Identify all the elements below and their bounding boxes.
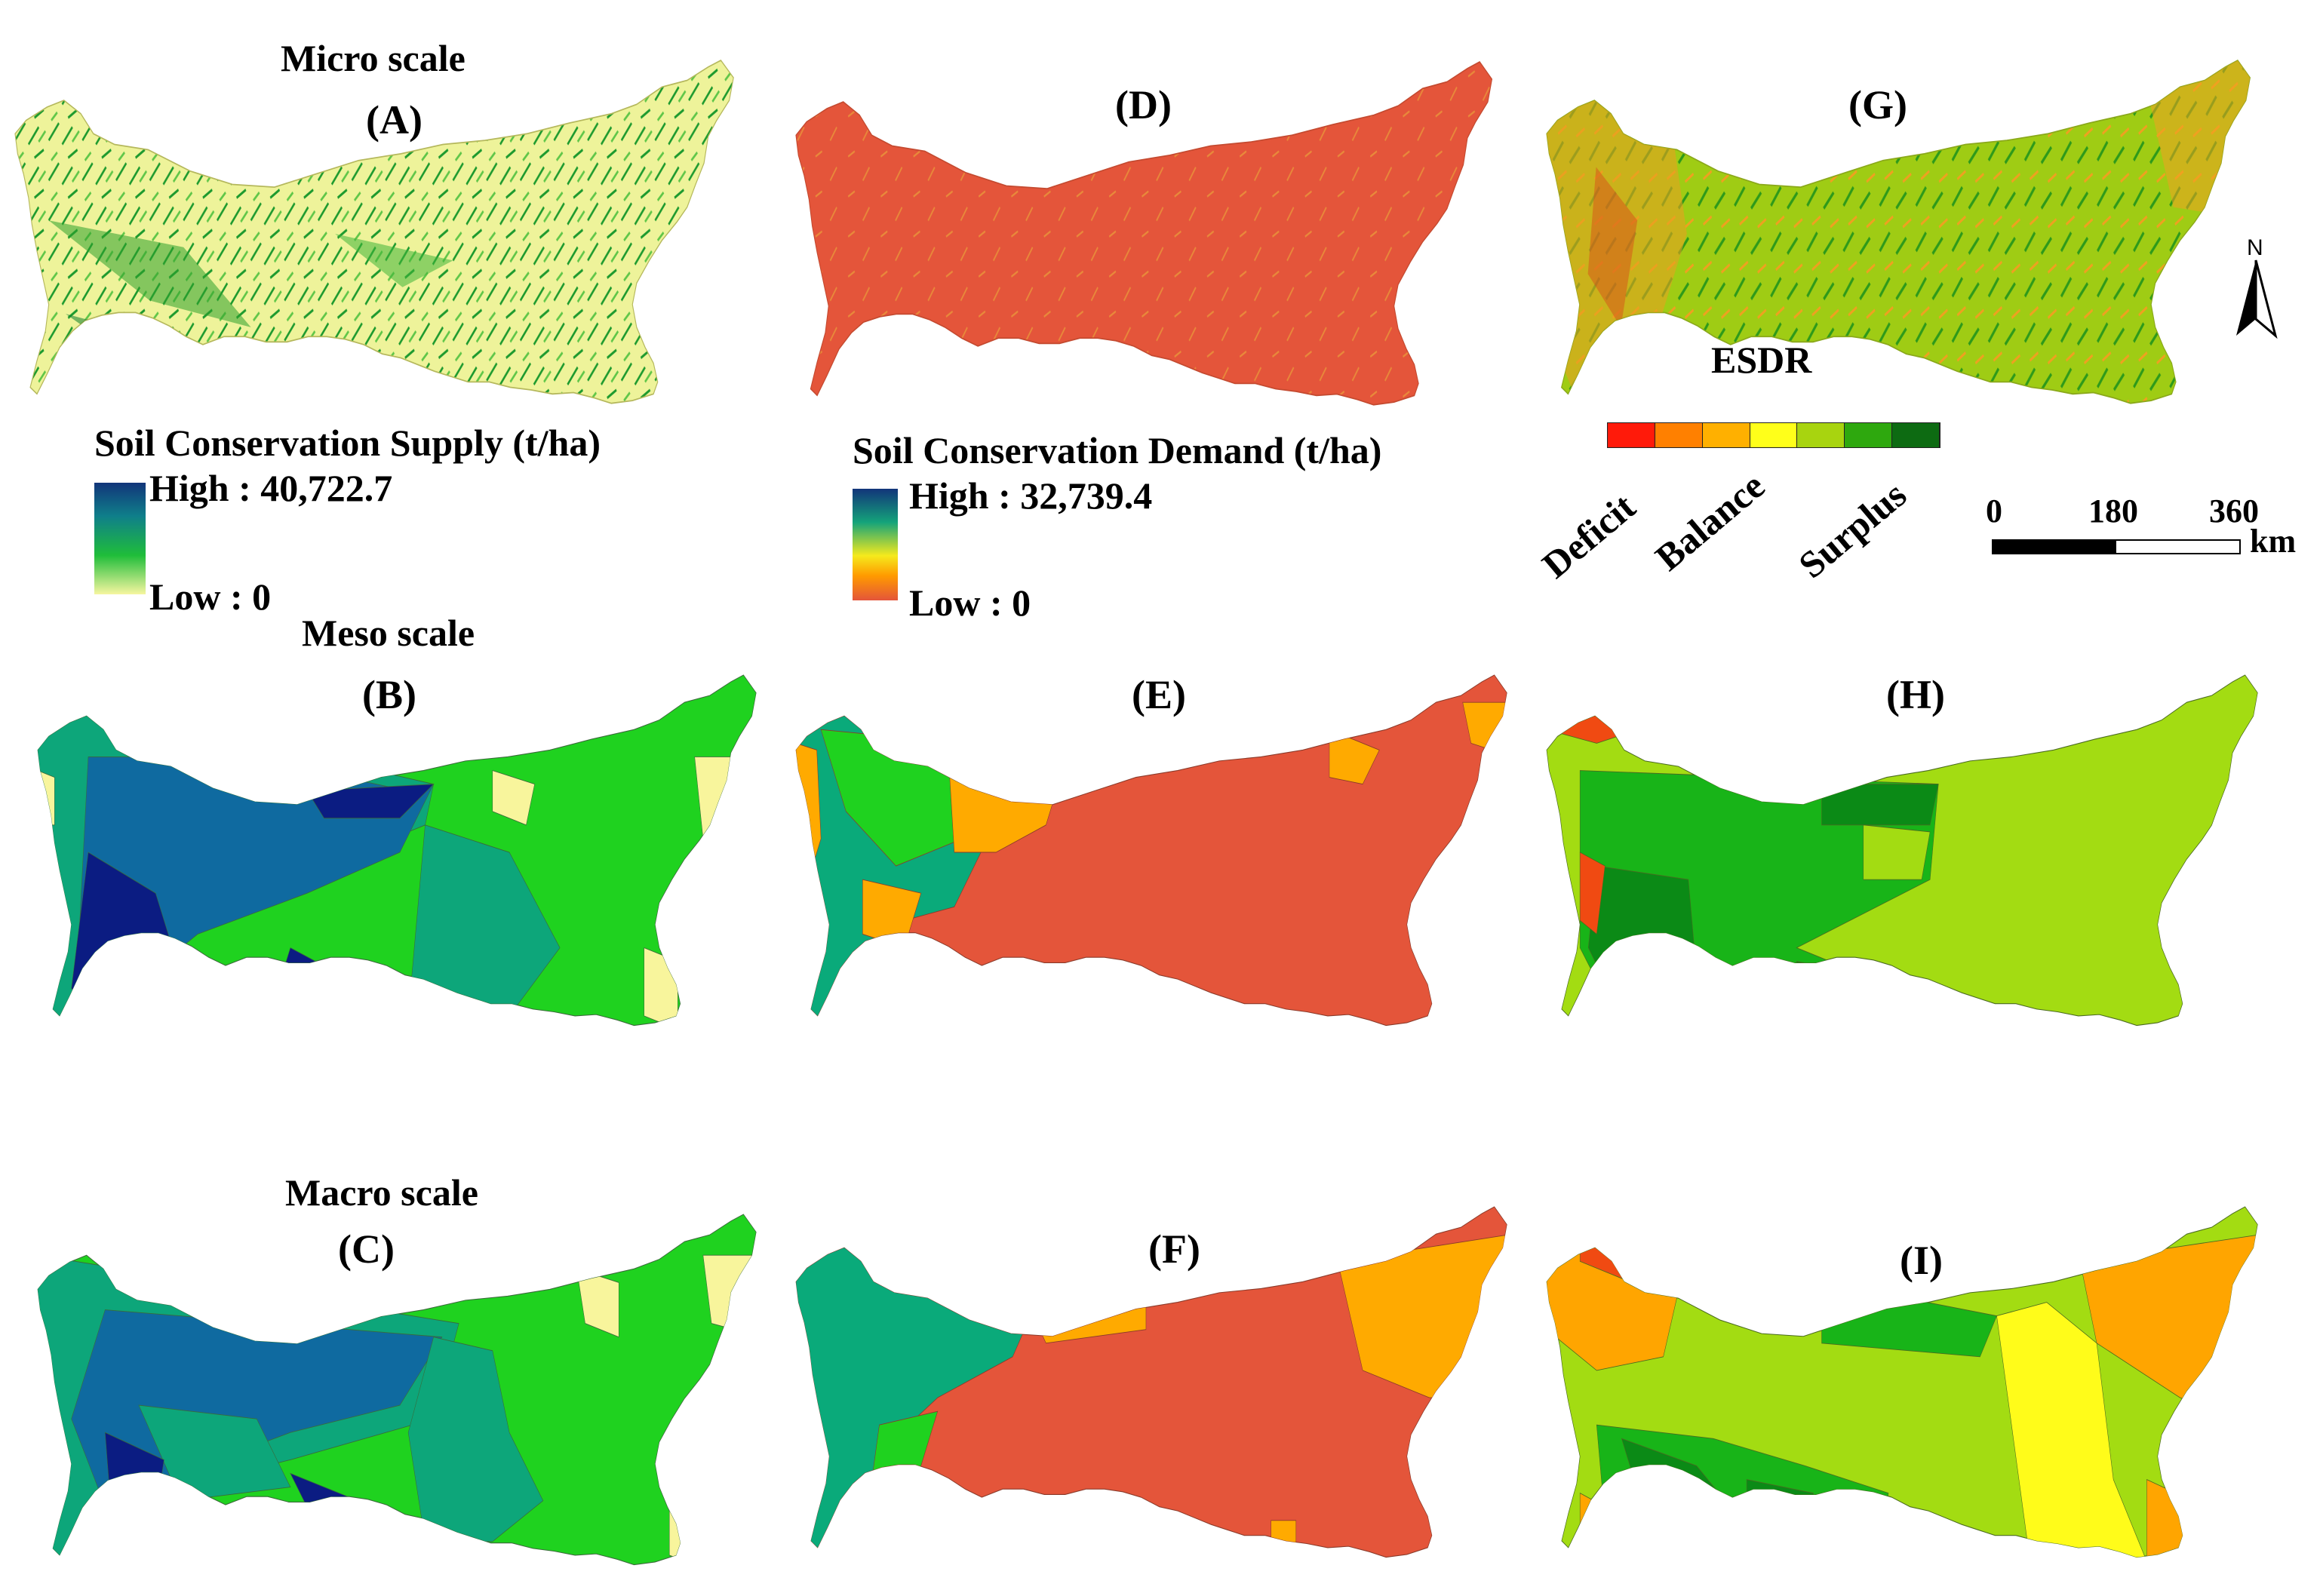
macro-scale-title: Macro scale [285,1171,478,1214]
supply-legend-high: High : 40,722.7 [149,467,393,509]
north-arrow-icon [2236,259,2278,339]
panel-label-A: (A) [366,97,423,143]
esdr-legend-title: ESDR [1711,339,1812,381]
map-esdr-macro [1546,1206,2259,1558]
esdr-balance-label: Balance [1647,464,1773,579]
esdr-class-swatch [1797,423,1845,447]
demand-legend-title: Soil Conservation Demand (t/ha) [853,429,1382,471]
esdr-class-swatch [1750,423,1798,447]
supply-legend-title: Soil Conservation Supply (t/ha) [94,422,601,464]
panel-label-F: (F) [1148,1226,1200,1272]
map-demand-micro [795,61,1493,406]
scale-bar-tick-180: 180 [2088,493,2138,529]
esdr-class-swatch [1845,423,1893,447]
map-supply-macro [37,1214,757,1566]
demand-legend-low: Low : 0 [909,582,1031,624]
map-esdr-meso [1546,674,2259,1027]
map-demand-macro [795,1206,1508,1558]
demand-color-ramp [853,489,898,600]
scale-bar-unit: km [2250,523,2297,560]
map-supply-micro [14,60,735,404]
esdr-class-bar [1607,422,1940,448]
panel-label-G: (G) [1848,82,1907,127]
panel-label-B: (B) [362,672,416,717]
panel-label-I: (I) [1900,1238,1943,1283]
scale-bar-tick-360: 360 [2209,493,2259,529]
map-supply-meso [37,674,757,1027]
panel-label-E: (E) [1132,672,1186,717]
demand-legend-high: High : 32,739.4 [909,474,1153,517]
esdr-class-swatch [1608,423,1655,447]
north-arrow-label: N [2247,235,2263,260]
map-demand-meso [795,674,1508,1027]
scale-bar [1992,539,2241,554]
supply-legend-low: Low : 0 [149,575,272,618]
supply-color-ramp [94,483,146,594]
esdr-surplus-label: Surplus [1790,473,1915,587]
esdr-class-swatch [1655,423,1703,447]
esdr-class-swatch [1892,423,1940,447]
esdr-class-swatch [1702,423,1750,447]
scale-bar-tick-0: 0 [1986,493,2002,529]
micro-scale-title: Micro scale [281,37,466,79]
panel-label-C: (C) [338,1226,395,1272]
panel-label-D: (D) [1115,82,1172,127]
map-esdr-micro [1546,60,2251,404]
meso-scale-title: Meso scale [302,612,475,654]
esdr-deficit-label: Deficit [1534,485,1643,587]
panel-label-H: (H) [1886,672,1945,717]
